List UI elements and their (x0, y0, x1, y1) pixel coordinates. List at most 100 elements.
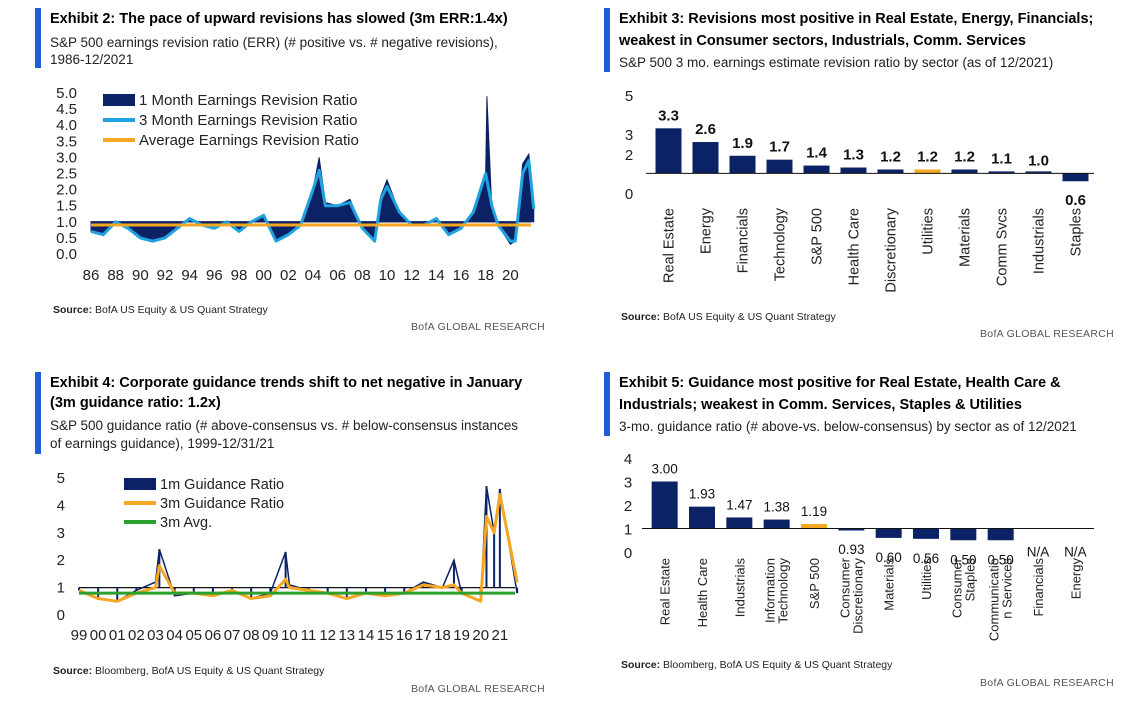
x-tick-label: 20 (472, 627, 489, 644)
source-label: Source: (53, 665, 93, 677)
y-tick-label: 1 (624, 522, 632, 539)
x-tick-label: 03 (147, 627, 164, 644)
bar-value-label: 1.93 (689, 487, 715, 502)
legend-label: 3 Month Earnings Revision Ratio (139, 112, 357, 129)
exhibit-source: Source: BofA US Equity & US Quant Strate… (53, 304, 268, 316)
category-label-line: Consumer (949, 557, 964, 618)
x-tick-label: 92 (157, 267, 174, 284)
bar (763, 519, 790, 529)
exhibit-title: Exhibit 5: Guidance most positive for Re… (619, 375, 1061, 391)
category-label: ConsumerDiscretionary (837, 557, 865, 634)
legend-swatch (103, 118, 135, 122)
bar-value-label: 1.4 (806, 145, 828, 162)
x-tick-label: 04 (166, 627, 183, 644)
legend-swatch (103, 138, 135, 142)
exhibit-subtitle: of earnings guidance), 1999-12/31/21 (50, 436, 275, 451)
x-tick-label: 07 (224, 627, 241, 644)
category-label-line: S&P 500 (807, 558, 822, 609)
category-label: Staples (1069, 208, 1085, 256)
bar-value-label: 3.3 (658, 107, 679, 124)
y-tick-label: 0.0 (56, 246, 77, 263)
series-line-3m (78, 492, 519, 603)
category-label-line: Financials (1031, 558, 1046, 617)
y-tick-label: 2 (57, 552, 65, 569)
y-tick-label: 2.0 (56, 182, 77, 199)
revision-ratio-chart: 0.00.51.01.52.02.53.03.54.04.55.0 86 88 90 9… (56, 85, 536, 284)
brand-footer: BofA GLOBAL RESEARCH (980, 328, 1114, 340)
category-label: Comm Svcs (995, 208, 1011, 286)
category-label: Technology (773, 207, 789, 281)
y-tick-label: 4 (624, 451, 632, 468)
category-label-line: Energy (1068, 558, 1083, 600)
source-label: Source: (53, 304, 93, 316)
x-tick-label: 04 (305, 267, 322, 284)
x-tick-label: 17 (415, 627, 432, 644)
category-label-line: Energy (699, 207, 715, 254)
category-label: Utilities (921, 208, 937, 255)
x-tick-label: 14 (358, 627, 375, 644)
category-label-line: Staples (962, 558, 977, 602)
x-tick-label: 20 (502, 267, 519, 284)
y-tick-label: 2 (624, 498, 632, 515)
y-tick-label: 4.5 (56, 101, 77, 118)
y-tick-label: 3 (625, 127, 633, 144)
category-label: Discretionary (884, 207, 900, 292)
bar (875, 528, 902, 538)
bar (877, 169, 904, 174)
y-tick-label: 0.5 (56, 230, 77, 247)
x-tick-label: 16 (396, 627, 413, 644)
bar-value-label: 1.7 (769, 139, 790, 156)
category-label-line: Health Care (695, 558, 710, 627)
category-label-line: Utilities (919, 558, 934, 600)
exhibit-title: (3m guidance ratio: 1.2x) (50, 395, 221, 411)
x-tick-label: 86 (83, 267, 100, 284)
x-tick-label: 21 (492, 627, 509, 644)
y-tick-label: 1 (57, 580, 65, 597)
bar (988, 171, 1015, 174)
source-text: Bloomberg, BofA US Equity & US Quant Str… (663, 659, 893, 671)
category-label-line: Materials (882, 558, 897, 611)
x-tick-label: 18 (434, 627, 451, 644)
category-label-line: Discretionary (884, 207, 900, 292)
exhibit-subtitle: 3-mo. guidance ratio (# above-vs. below-… (619, 419, 1077, 434)
bar (987, 528, 1014, 541)
category-label-line: Communicatio (987, 558, 1002, 641)
y-tick-label: 4 (57, 497, 65, 514)
x-tick-label: 94 (181, 267, 198, 284)
category-label-line: Industrials (1032, 208, 1048, 274)
bar-value-label: 1.3 (843, 147, 864, 164)
x-tick-label: 02 (280, 267, 297, 284)
exhibit-3-panel: Exhibit 3: Revisions most positive in Re… (604, 8, 1114, 348)
legend-label: 1m Guidance Ratio (160, 477, 284, 493)
x-tick-label: 10 (379, 267, 396, 284)
legend-label: 3m Guidance Ratio (160, 496, 284, 512)
category-label: Financials (736, 208, 752, 273)
exhibit-5-panel: Exhibit 5: Guidance most positive for Re… (604, 372, 1114, 702)
legend-swatch (124, 520, 156, 524)
x-tick-label: 11 (301, 627, 317, 644)
source-text: BofA US Equity & US Quant Strategy (95, 304, 268, 316)
x-tick-label: 06 (205, 627, 222, 644)
y-tick-label: 2.5 (56, 166, 77, 183)
bar (726, 517, 753, 529)
source-text: BofA US Equity & US Quant Strategy (663, 311, 836, 323)
x-tick-label: 19 (453, 627, 470, 644)
bar (950, 528, 977, 541)
bar (689, 506, 715, 529)
bar-value-label: 1.2 (880, 148, 901, 165)
bar (913, 528, 939, 539)
x-tick-label: 88 (107, 267, 124, 284)
category-label-line: Utilities (921, 208, 937, 255)
y-tick-label: 0 (624, 545, 632, 562)
brand-footer: BofA GLOBAL RESEARCH (980, 677, 1114, 689)
x-tick-label: 14 (428, 267, 445, 284)
exhibit-source: Source: BofA US Equity & US Quant Strate… (621, 311, 836, 323)
x-tick-label: 06 (329, 267, 346, 284)
category-label: Real Estate (662, 208, 678, 283)
bar-value-label: 2.6 (695, 121, 716, 138)
legend-swatch (103, 94, 135, 106)
sector-revision-bar-chart: 0 2 3 5 3.3 Real Estate 2.6 Energy 1.9 Financials… (625, 88, 1094, 293)
y-tick-label: 4.0 (56, 117, 77, 134)
bar (914, 169, 941, 174)
x-tick-label: 00 (90, 627, 107, 644)
